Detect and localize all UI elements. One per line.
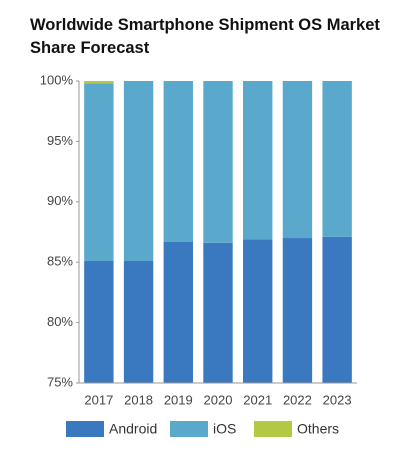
x-tick-label: 2019 <box>164 392 193 407</box>
legend-label: iOS <box>213 421 236 437</box>
x-tick-label: 2018 <box>124 392 153 407</box>
y-tick-label: 75% <box>47 374 73 389</box>
bar-segment <box>84 81 114 84</box>
legend-swatch <box>170 421 208 437</box>
bar-segment <box>243 81 273 240</box>
bar-segment <box>322 81 352 237</box>
bar-segment <box>282 81 313 239</box>
x-tick-label: 2017 <box>84 392 113 407</box>
bar-segment <box>123 260 154 383</box>
y-tick-label: 85% <box>47 254 73 269</box>
x-tick-label: 2021 <box>243 392 272 407</box>
chart-title: Worldwide Smartphone Shipment OS Market … <box>30 16 380 57</box>
y-tick-label: 90% <box>47 193 73 208</box>
bar-segment <box>163 241 193 383</box>
y-tick-label: 80% <box>47 314 73 329</box>
legend-label: Others <box>297 421 339 437</box>
bar-segment <box>84 260 114 383</box>
bar-segment <box>322 236 352 383</box>
bar-segment <box>84 83 114 261</box>
bar-segment <box>123 81 154 261</box>
legend-swatch <box>254 421 292 437</box>
legend-swatch <box>66 421 104 437</box>
x-tick-label: 2022 <box>283 392 312 407</box>
x-tick-label: 2020 <box>204 392 233 407</box>
legend-label: Android <box>109 421 157 437</box>
x-tick-label: 2023 <box>323 392 352 407</box>
bar-segment <box>203 81 233 243</box>
y-tick-label: 95% <box>47 133 73 148</box>
bar-segment <box>282 238 313 383</box>
bar-segment <box>203 242 233 383</box>
bar-segment <box>163 81 193 242</box>
bar-segment <box>243 239 273 383</box>
y-tick-label: 100% <box>40 72 74 87</box>
